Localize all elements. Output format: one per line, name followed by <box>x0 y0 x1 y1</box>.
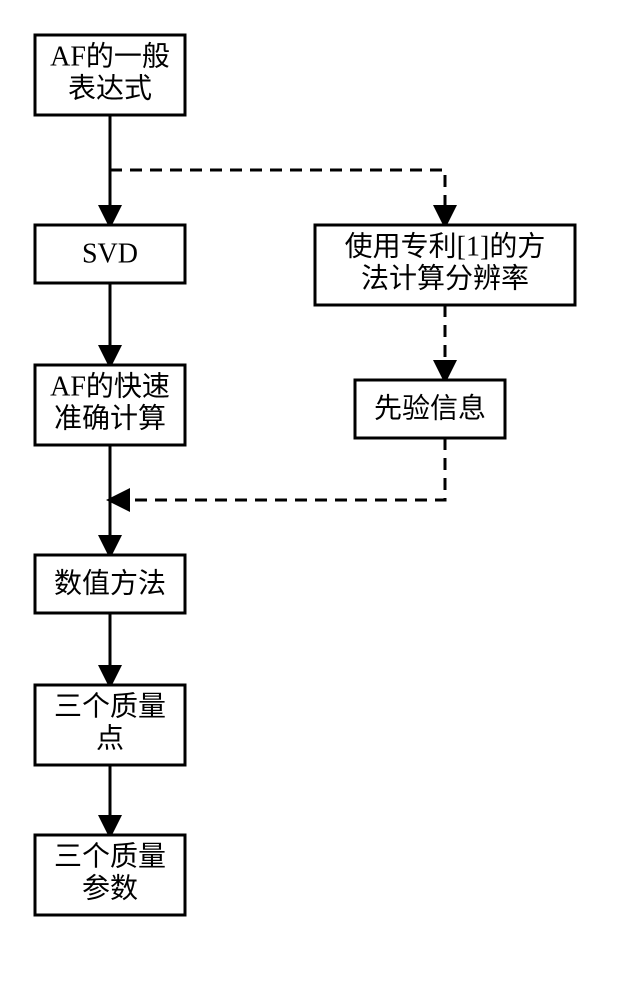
edge-5 <box>110 170 445 225</box>
node-n8: 三个质量参数 <box>35 835 185 915</box>
node-n3: 使用专利[1]的方法计算分辨率 <box>315 225 575 305</box>
node-n5: 先验信息 <box>355 380 505 438</box>
node-label: SVD <box>82 238 138 269</box>
node-label-line1: 三个质量 <box>54 840 166 872</box>
nodes-layer: AF的一般表达式 SVD 使用专利[1]的方法计算分辨率 AF的快速准确计算 先验信息数… <box>35 35 575 915</box>
node-label-line2: 法计算分辨率 <box>361 262 529 294</box>
node-label: 数值方法 <box>54 567 166 599</box>
node-label-line2: 表达式 <box>68 72 152 104</box>
node-n6: 数值方法 <box>35 555 185 613</box>
node-label-line2: 点 <box>96 723 124 754</box>
node-label-line2: 参数 <box>82 872 138 904</box>
node-label: 先验信息 <box>374 392 486 424</box>
node-n1: AF的一般表达式 <box>35 35 185 115</box>
node-n4: AF的快速准确计算 <box>35 365 185 445</box>
flowchart-canvas: AF的一般表达式 SVD 使用专利[1]的方法计算分辨率 AF的快速准确计算 先验信息数… <box>0 0 630 1000</box>
node-label-line1: AF的一般 <box>50 40 170 72</box>
node-n2: SVD <box>35 225 185 283</box>
edge-7 <box>110 438 445 500</box>
node-label-line1: 使用专利[1]的方 <box>345 230 546 262</box>
node-label-line1: AF的快速 <box>50 370 170 402</box>
node-label-line2: 准确计算 <box>54 402 166 434</box>
node-label-line1: 三个质量 <box>54 690 166 722</box>
node-n7: 三个质量点 <box>35 685 185 765</box>
